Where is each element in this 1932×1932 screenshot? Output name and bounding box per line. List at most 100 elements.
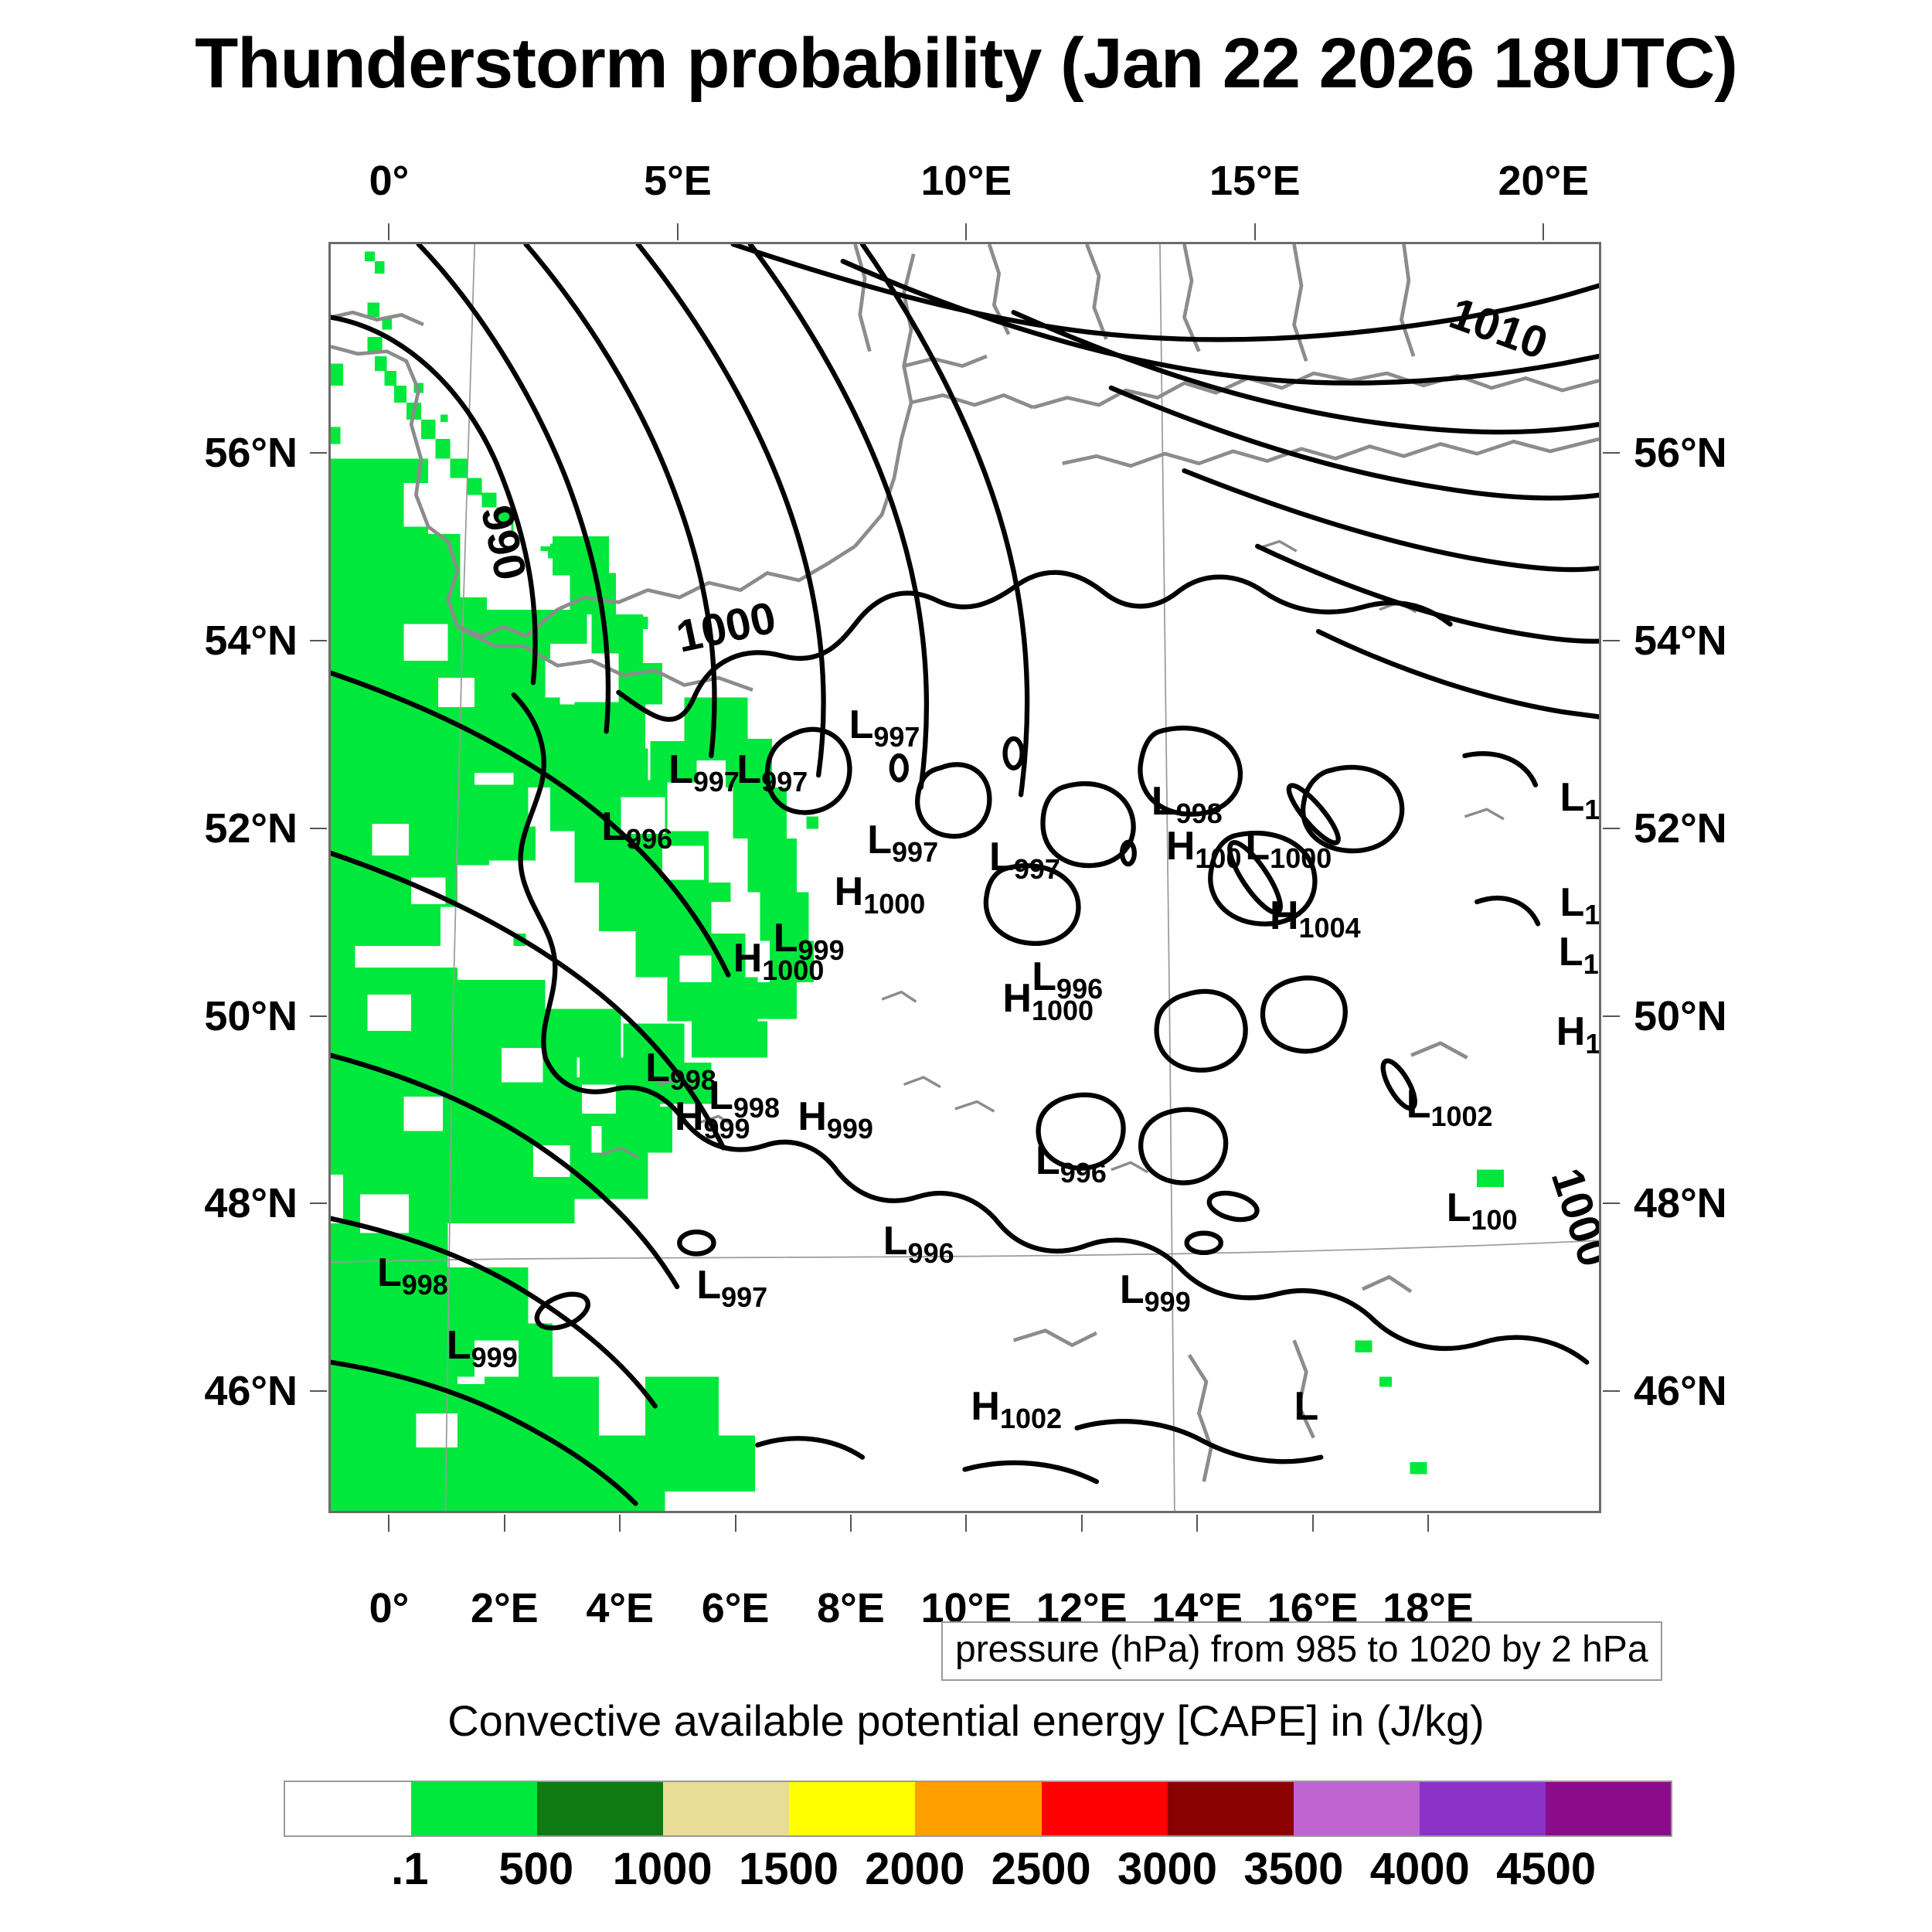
axis-tick-left	[310, 639, 327, 641]
axis-tick-left	[310, 827, 327, 829]
pressure-marker-value: 1002	[1430, 1100, 1493, 1133]
pressure-marker-type: L	[668, 747, 693, 793]
low-pressure-marker: L996	[601, 807, 672, 853]
low-pressure-marker: L996	[1036, 1141, 1107, 1187]
pressure-marker-value: 1000	[1031, 995, 1094, 1027]
pressure-marker-type: L	[1294, 1384, 1319, 1430]
map-plot-area[interactable]: 1010990100010001000 L997L997L997L996L997…	[328, 242, 1601, 1513]
colorbar-tick-labels: .1 500 1000 1500 2000 2500 3000 3500 4000 4500	[284, 1843, 1672, 1905]
high-pressure-marker: H1000	[733, 938, 825, 985]
cape-shading-layer	[331, 244, 1599, 1511]
pressure-marker-type: L	[1032, 954, 1057, 999]
pressure-marker-value: 1002	[999, 1403, 1063, 1435]
axis-tick-bottom	[1427, 1515, 1429, 1532]
pressure-marker-value: 997	[892, 836, 939, 869]
pressure-marker-type: H	[971, 1384, 1000, 1430]
axis-tick-left	[310, 1202, 327, 1205]
pressure-marker-type: L	[1119, 1267, 1145, 1312]
colorbar-swatch[interactable]	[1167, 1782, 1294, 1835]
axis-tick-bottom	[965, 1515, 968, 1532]
colorbar-swatch[interactable]	[411, 1782, 538, 1835]
pressure-marker-value: 998	[669, 1063, 716, 1096]
low-pressure-marker: L999	[774, 918, 845, 964]
pressure-marker-type: H	[1269, 893, 1299, 939]
pressure-marker-value: 999	[798, 934, 845, 966]
high-pressure-marker: H1000	[1002, 978, 1094, 1025]
axis-tick-right	[1603, 1390, 1620, 1393]
axis-label-left: 54°N	[204, 617, 298, 664]
colorbar-swatch[interactable]	[663, 1782, 790, 1835]
axis-label-left: 46°N	[204, 1368, 298, 1415]
axis-tick-left	[310, 452, 327, 454]
pressure-marker-value: 100	[1471, 1204, 1518, 1236]
axis-tick-bottom	[734, 1515, 736, 1532]
axis-tick-top	[676, 223, 679, 240]
axis-label-right: 56°N	[1634, 430, 1727, 477]
pressure-marker-type: L	[867, 818, 893, 863]
low-pressure-marker: L10	[1559, 932, 1599, 978]
pressure-marker-type: H	[1165, 824, 1196, 869]
pressure-marker-type: H	[1002, 976, 1032, 1022]
pressure-marker-type: L	[1560, 775, 1585, 821]
low-pressure-marker: L997	[696, 1265, 767, 1311]
colorbar-tick-label: 4000	[1369, 1844, 1470, 1894]
pressure-marker-value: 1004	[1298, 911, 1361, 944]
pressure-marker-value: 10	[1585, 1027, 1601, 1060]
axis-label-top: 10°E	[920, 158, 1012, 204]
pressure-marker-type: L	[736, 747, 762, 793]
low-pressure-marker: L997	[989, 837, 1060, 883]
pressure-marker-type: L	[1245, 824, 1270, 869]
pressure-marker-value: 1000	[762, 954, 825, 987]
axis-tick-top	[965, 223, 968, 240]
axis-label-right: 54°N	[1634, 617, 1727, 664]
high-pressure-marker: H999	[675, 1097, 750, 1143]
low-pressure-marker: L997	[668, 750, 740, 796]
pressure-marker-type: L	[446, 1323, 471, 1369]
pressure-marker-value: 996	[1056, 972, 1104, 1005]
high-pressure-marker: H999	[798, 1097, 873, 1143]
axis-tick-bottom	[388, 1515, 390, 1532]
colorbar-swatch[interactable]	[915, 1782, 1042, 1835]
axis-label-bottom: 4°E	[586, 1585, 655, 1631]
pressure-marker-value: 997	[873, 720, 920, 753]
low-pressure-marker: L996	[1032, 957, 1103, 1003]
colorbar-swatch[interactable]	[1419, 1782, 1546, 1835]
colorbar-swatch[interactable]	[1545, 1782, 1672, 1835]
axis-tick-right	[1603, 1015, 1620, 1017]
colorbar-tick-label: 2000	[865, 1844, 965, 1894]
pressure-marker-type: L	[1036, 1138, 1060, 1183]
colorbar-tick-label: 3000	[1117, 1844, 1218, 1894]
high-pressure-marker: H1002	[971, 1386, 1062, 1433]
axis-label-bottom: 8°E	[817, 1585, 885, 1631]
pressure-marker-value: 996	[907, 1236, 954, 1269]
pressure-marker-type: L	[849, 702, 874, 747]
low-pressure-marker: L997	[849, 705, 920, 751]
colorbar-tick-label: 1500	[738, 1844, 838, 1894]
graticule-layer	[331, 244, 1599, 1511]
axis-tick-bottom	[849, 1515, 852, 1532]
pressure-marker-type: L	[376, 1250, 402, 1295]
axis-label-left: 56°N	[204, 430, 298, 477]
axis-tick-top	[1253, 223, 1256, 240]
colorbar-swatch[interactable]	[1293, 1782, 1420, 1835]
pressure-marker-type: H	[1556, 1009, 1586, 1054]
colorbar-swatch[interactable]	[789, 1782, 916, 1835]
colorbar-tick-label: 2500	[991, 1844, 1091, 1894]
pressure-marker-value: 999	[471, 1342, 518, 1374]
axis-label-bottom: 2°E	[470, 1585, 539, 1631]
low-pressure-marker: L998	[1151, 781, 1223, 828]
colorbar-swatch[interactable]	[537, 1782, 664, 1835]
colorbar-title: Convective available potential energy [C…	[447, 1696, 1485, 1745]
cape-colorbar[interactable]	[284, 1781, 1672, 1837]
high-pressure-marker: H100	[1166, 826, 1242, 872]
pressure-marker-value: 997	[692, 765, 740, 798]
colorbar-swatch[interactable]	[285, 1782, 412, 1835]
colorbar-tick-label: .1	[391, 1844, 429, 1894]
pressure-marker-type: L	[709, 1073, 733, 1119]
colorbar-swatch[interactable]	[1041, 1782, 1168, 1835]
low-pressure-marker: L1000	[1245, 826, 1332, 872]
pressure-marker-type: L	[989, 835, 1014, 880]
low-pressure-marker: L997	[736, 750, 808, 796]
axis-label-bottom: 0°	[369, 1585, 410, 1631]
page-title: Thunderstorm probability (Jan 22 2026 18…	[195, 24, 1738, 103]
